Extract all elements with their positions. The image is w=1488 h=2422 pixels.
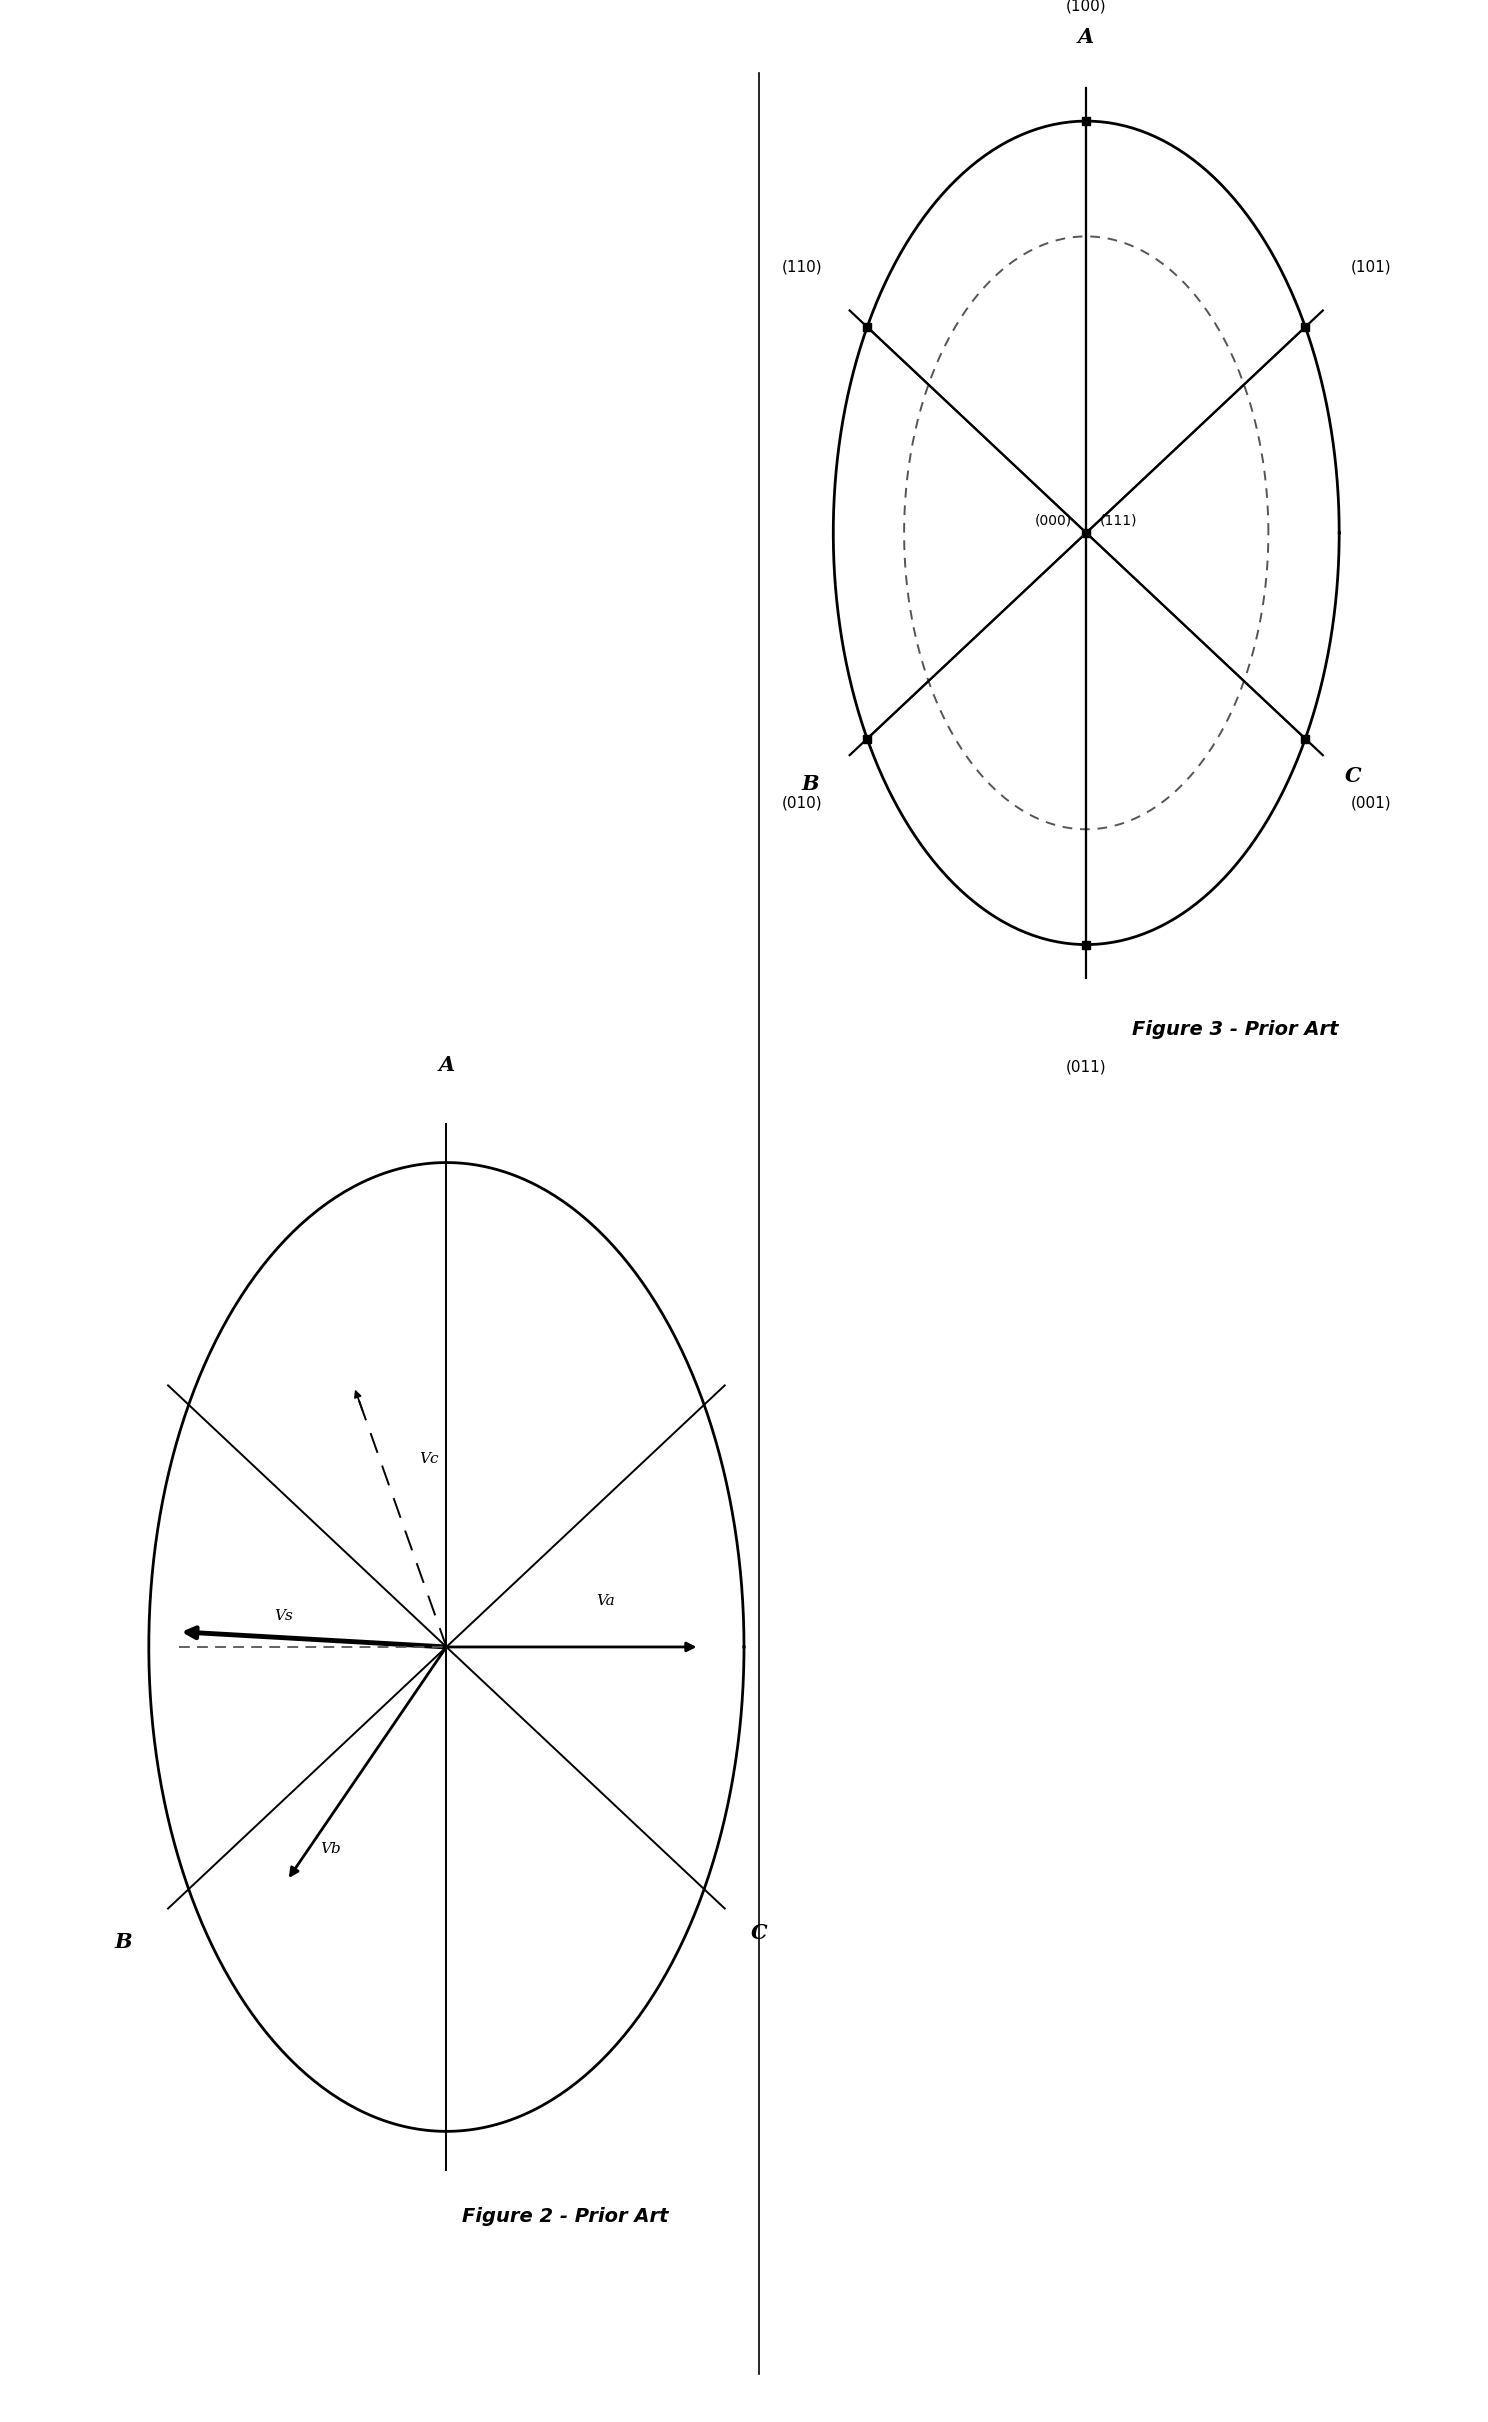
Text: A: A bbox=[439, 1056, 454, 1075]
Text: Figure 3 - Prior Art: Figure 3 - Prior Art bbox=[1132, 1020, 1338, 1039]
Text: Va: Va bbox=[597, 1594, 615, 1608]
Text: Figure 2 - Prior Art: Figure 2 - Prior Art bbox=[463, 2206, 668, 2226]
Text: C: C bbox=[1345, 765, 1362, 785]
Text: A: A bbox=[1079, 27, 1094, 46]
Text: C: C bbox=[750, 1923, 768, 1942]
Text: (101): (101) bbox=[1351, 259, 1391, 274]
Text: (010): (010) bbox=[781, 797, 821, 811]
Text: (100): (100) bbox=[1065, 0, 1107, 15]
Text: (011): (011) bbox=[1065, 1058, 1107, 1075]
Text: Vc: Vc bbox=[420, 1453, 439, 1465]
Text: (001): (001) bbox=[1351, 797, 1391, 811]
Text: B: B bbox=[115, 1933, 132, 1952]
Text: (000): (000) bbox=[1036, 513, 1071, 528]
Text: B: B bbox=[802, 775, 818, 794]
Text: Vs: Vs bbox=[274, 1608, 293, 1623]
Text: (111): (111) bbox=[1100, 513, 1138, 528]
Text: (110): (110) bbox=[781, 259, 821, 274]
Text: Vb: Vb bbox=[320, 1843, 341, 1855]
